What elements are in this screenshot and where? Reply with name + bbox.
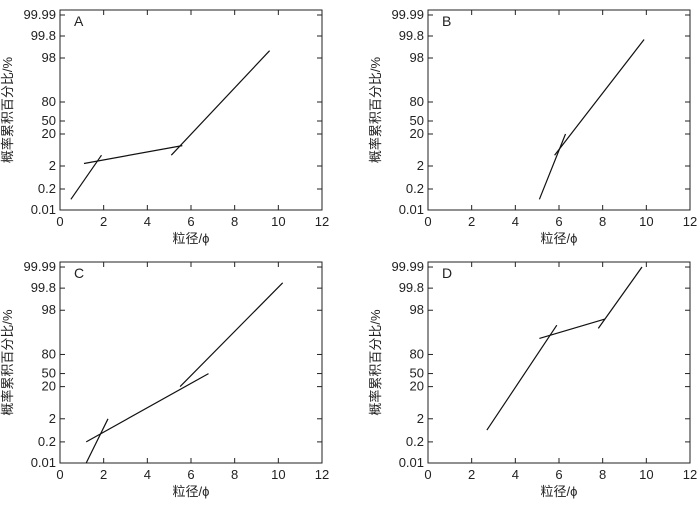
plot-frame-1 (59, 9, 323, 211)
series-line-2 (554, 39, 645, 156)
x-tick-label: 10 (639, 214, 653, 229)
y-tick-label: 0.01 (31, 202, 56, 217)
y-tick-label: 0.2 (38, 434, 56, 449)
y-tick-label: 99.99 (23, 259, 56, 274)
y-tick-label: 80 (42, 346, 56, 361)
x-tick-label: 2 (468, 214, 475, 229)
y-axis-label: 概率累积百分比/% (0, 309, 15, 416)
y-tick-label: 0.01 (31, 455, 56, 470)
x-tick-label: 6 (555, 214, 562, 229)
x-tick-label: 0 (56, 467, 63, 482)
y-tick-label: 0.2 (38, 181, 56, 196)
x-tick-label: 6 (187, 467, 194, 482)
y-tick-label: 50 (410, 113, 424, 128)
y-tick-label: 99.8 (399, 280, 424, 295)
y-tick-label: 2 (417, 158, 424, 173)
x-tick-label: 10 (639, 467, 653, 482)
x-tick-label: 12 (315, 214, 329, 229)
x-tick-label: 4 (512, 467, 519, 482)
x-axis-label: 粒径/ϕ (541, 484, 578, 499)
y-tick-label: 99.99 (391, 7, 424, 22)
x-tick-label: 2 (468, 467, 475, 482)
y-tick-label: 2 (49, 158, 56, 173)
series-line-3 (170, 50, 271, 156)
y-axis-label: 概率累积百分比/% (368, 309, 383, 416)
series-line-2 (85, 373, 209, 443)
y-tick-label: 98 (42, 50, 56, 65)
y-tick-label: 20 (42, 379, 56, 394)
y-tick-label: 0.01 (399, 455, 424, 470)
x-tick-label: 12 (315, 467, 329, 482)
x-tick-label: 4 (144, 214, 151, 229)
series-line-1 (538, 133, 567, 200)
x-tick-label: 4 (512, 214, 519, 229)
y-tick-label: 0.2 (406, 434, 424, 449)
y-tick-label: 50 (410, 366, 424, 381)
series-line-1 (486, 324, 558, 431)
series-line-2 (83, 145, 183, 165)
y-tick-label: 0.2 (406, 181, 424, 196)
series-line-2 (539, 318, 606, 339)
x-tick-label: 0 (56, 214, 63, 229)
y-tick-label: 0.01 (399, 202, 424, 217)
x-tick-label: 2 (100, 214, 107, 229)
x-tick-label: 10 (271, 214, 285, 229)
x-tick-label: 2 (100, 467, 107, 482)
y-tick-label: 98 (410, 50, 424, 65)
panel-label: D (442, 265, 452, 281)
x-axis-label: 粒径/ϕ (541, 231, 578, 246)
y-tick-label: 20 (410, 379, 424, 394)
y-tick-label: 80 (42, 94, 56, 109)
y-tick-label: 20 (410, 126, 424, 141)
plot-frame-2 (427, 9, 691, 211)
x-tick-label: 8 (231, 467, 238, 482)
plot-frame-4 (427, 261, 691, 464)
y-axis-label: 概率累积百分比/% (0, 56, 15, 163)
y-tick-label: 99.99 (23, 7, 56, 22)
series-line-3 (597, 266, 643, 329)
x-tick-label: 8 (231, 214, 238, 229)
y-tick-label: 99.8 (399, 28, 424, 43)
x-tick-label: 8 (599, 214, 606, 229)
y-tick-label: 50 (42, 113, 56, 128)
y-tick-label: 99.8 (31, 28, 56, 43)
y-tick-label: 98 (410, 302, 424, 317)
panel-label: A (74, 13, 84, 29)
x-tick-label: 6 (187, 214, 194, 229)
plot-frame-3 (59, 261, 323, 464)
y-tick-label: 80 (410, 346, 424, 361)
x-tick-label: 8 (599, 467, 606, 482)
series-line-1 (70, 154, 102, 200)
x-tick-label: 4 (144, 467, 151, 482)
x-axis-label: 粒径/ϕ (173, 231, 210, 246)
y-tick-label: 99.8 (31, 280, 56, 295)
panel-label: B (442, 13, 451, 29)
panel-label: C (74, 265, 84, 281)
series-line-1 (85, 418, 109, 464)
y-tick-label: 2 (49, 411, 56, 426)
x-tick-label: 12 (683, 214, 697, 229)
x-tick-label: 0 (424, 467, 431, 482)
y-tick-label: 99.99 (391, 259, 424, 274)
series-line-3 (179, 282, 284, 388)
x-tick-label: 12 (683, 467, 697, 482)
x-tick-label: 0 (424, 214, 431, 229)
y-tick-label: 50 (42, 366, 56, 381)
x-tick-label: 10 (271, 467, 285, 482)
y-axis-label: 概率累积百分比/% (368, 56, 383, 163)
y-tick-label: 2 (417, 411, 424, 426)
y-tick-label: 20 (42, 126, 56, 141)
y-tick-label: 98 (42, 302, 56, 317)
x-axis-label: 粒径/ϕ (173, 484, 210, 499)
y-tick-label: 80 (410, 94, 424, 109)
x-tick-label: 6 (555, 467, 562, 482)
